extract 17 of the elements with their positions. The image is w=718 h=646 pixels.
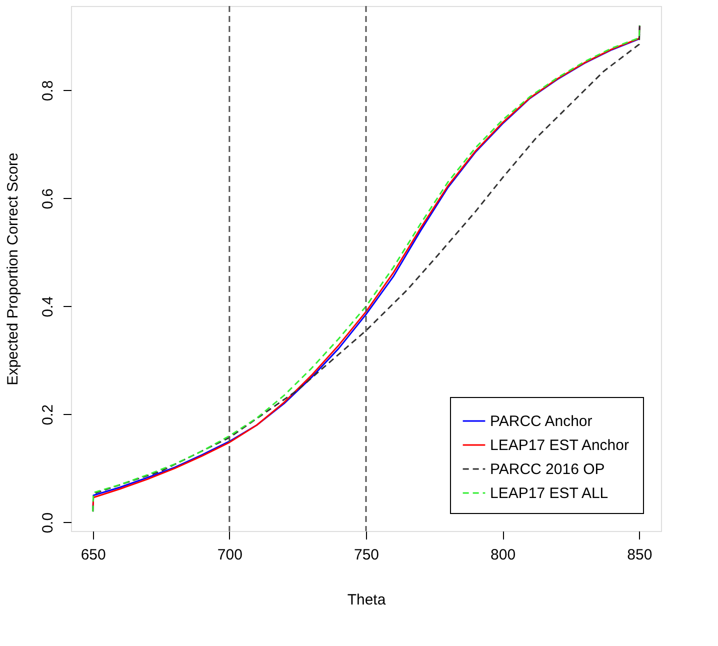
y-tick-label: 0.6 [40,188,56,210]
legend-label: LEAP17 EST Anchor [490,437,629,454]
y-tick-label: 0.2 [40,404,56,426]
y-tick-label: 0.8 [40,80,56,102]
y-tick-label: 0.4 [40,296,56,318]
legend-label: PARCC Anchor [490,413,592,430]
legend-label: LEAP17 EST ALL [490,485,608,502]
x-tick-label: 850 [627,546,652,564]
x-tick-label: 650 [80,546,106,564]
x-tick-label: 700 [217,546,242,564]
line-series [92,24,640,512]
y-tick-label: 0.0 [40,512,56,534]
x-tick-label: 750 [354,546,380,564]
x-tick-label: 800 [490,546,516,564]
legend-label: PARCC 2016 OP [490,461,605,478]
y-axis-title: Expected Proportion Correct Score [4,152,22,386]
x-axis-title: Theta [347,592,386,608]
